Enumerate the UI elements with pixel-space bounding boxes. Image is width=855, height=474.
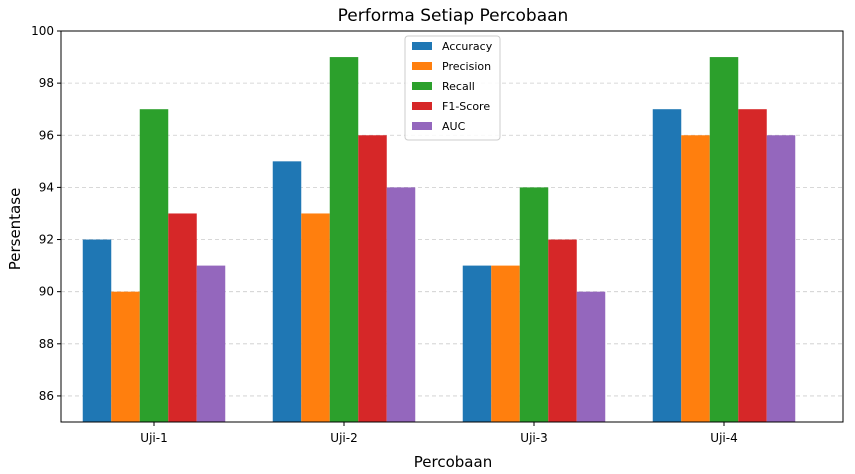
bar-accuracy-uji-4 [652, 109, 682, 422]
bar-f1-score-uji-3 [548, 239, 577, 422]
legend-swatch [412, 62, 432, 70]
bar-precision-uji-1 [111, 291, 140, 422]
bar-auc-uji-1 [196, 265, 226, 422]
y-axis-label: Persentase [6, 188, 24, 271]
legend-label: AUC [442, 120, 466, 133]
bar-recall-uji-3 [519, 187, 549, 422]
bar-precision-uji-2 [301, 213, 330, 422]
legend-swatch [412, 122, 432, 130]
bar-auc-uji-2 [386, 187, 416, 422]
legend: Accuracy Precision Recall F1-Score AUC [404, 35, 501, 141]
x-axis-ticks: Uji-1 Uji-2 Uji-3 Uji-4 [140, 422, 738, 445]
x-tick-label: Uji-2 [330, 431, 357, 445]
y-tick-label: 94 [39, 180, 54, 194]
legend-swatch [412, 42, 432, 50]
y-tick-label: 88 [39, 337, 54, 351]
bars [82, 57, 796, 423]
plot-area-frame [60, 30, 844, 423]
x-tick-label: Uji-4 [710, 431, 737, 445]
bar-f1-score-uji-1 [168, 213, 197, 422]
y-axis-ticks: 86 88 90 92 94 96 98 100 [31, 24, 61, 403]
bar-recall-uji-2 [329, 57, 359, 423]
bar-recall-uji-1 [139, 109, 169, 422]
bar-accuracy-uji-1 [82, 239, 112, 422]
bar-recall-uji-4 [709, 57, 739, 423]
y-tick-label: 86 [39, 389, 54, 403]
bar-f1-score-uji-4 [738, 109, 767, 422]
legend-label: Precision [442, 60, 491, 73]
bar-f1-score-uji-2 [358, 135, 387, 422]
bar-auc-uji-3 [576, 291, 606, 422]
legend-label: Recall [442, 80, 475, 93]
bar-accuracy-uji-2 [272, 161, 302, 423]
y-tick-label: 90 [39, 285, 54, 299]
bar-auc-uji-4 [766, 135, 796, 422]
legend-label: Accuracy [442, 40, 493, 53]
legend-swatch [412, 102, 432, 110]
legend-label: F1-Score [442, 100, 490, 113]
legend-swatch [412, 82, 432, 90]
y-tick-label: 92 [39, 233, 54, 247]
chart-title: Performa Setiap Percobaan [338, 6, 569, 26]
y-tick-label: 96 [39, 128, 54, 142]
y-tick-label: 98 [39, 76, 54, 90]
y-tick-label: 100 [31, 24, 54, 38]
bar-precision-uji-3 [491, 265, 520, 422]
x-tick-label: Uji-3 [520, 431, 547, 445]
bar-accuracy-uji-3 [462, 265, 492, 422]
x-axis-label: Percobaan [414, 453, 492, 471]
bar-precision-uji-4 [681, 135, 710, 422]
x-tick-label: Uji-1 [140, 431, 167, 445]
